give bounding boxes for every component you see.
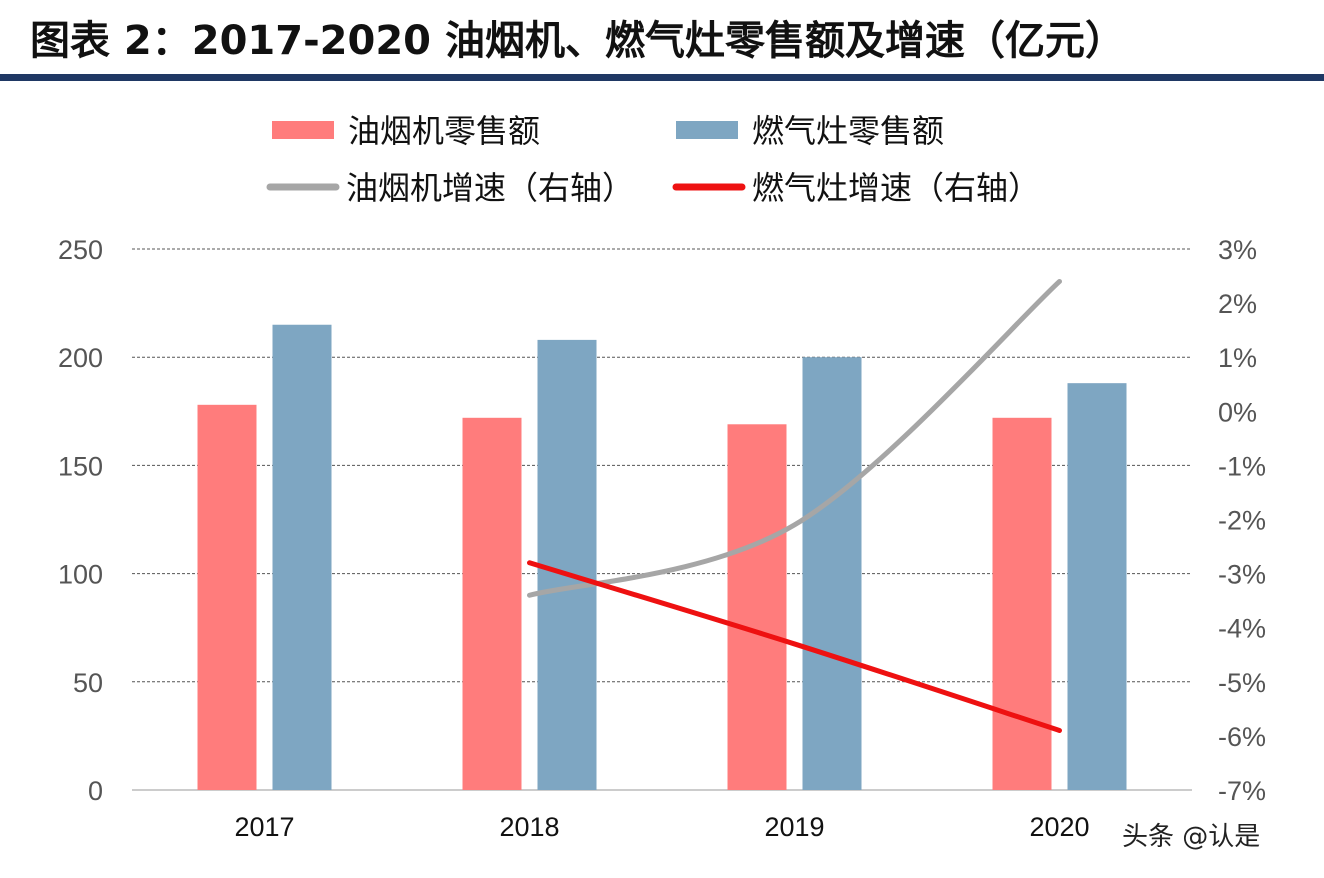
right-tick-label: -7% [1218,776,1266,806]
left-tick-label: 200 [58,343,103,373]
bar-gas-stove [537,339,597,790]
left-tick-label: 50 [73,668,103,698]
bar-gas-stove [1067,383,1127,790]
right-tick-label: -4% [1218,614,1266,644]
line-gas-stove-growth [527,560,1062,733]
x-tick-label: 2019 [764,812,824,842]
line-range-hood-growth [527,278,1062,598]
chart-title: 图表 2：2017-2020 油烟机、燃气灶零售额及增速（亿元） [30,18,1125,64]
x-tick-label: 2020 [1029,812,1089,842]
legend-label: 油烟机零售额 [348,112,540,150]
right-tick-label: -5% [1218,668,1266,698]
legend-swatch [272,121,334,139]
right-tick-label: 2% [1218,289,1257,319]
bar-range-hood [462,417,522,790]
legend-swatch [676,121,738,139]
left-tick-label: 0 [88,776,103,806]
left-tick-label: 250 [58,235,103,265]
legend-label: 油烟机增速（右轴） [346,169,634,207]
title-divider [0,74,1324,81]
x-tick-label: 2017 [234,812,294,842]
bar-range-hood [727,424,787,790]
right-tick-label: -1% [1218,451,1266,481]
right-tick-label: 1% [1218,343,1257,373]
x-tick-label: 2018 [499,812,559,842]
right-tick-label: -6% [1218,722,1266,752]
right-tick-label: -3% [1218,560,1266,590]
right-tick-label: 0% [1218,397,1257,427]
bar-gas-stove [802,357,862,790]
left-tick-label: 100 [58,560,103,590]
bar-range-hood [992,417,1052,790]
bar-gas-stove [272,324,332,790]
watermark: 头条 @认是 [1122,822,1261,852]
legend-label: 燃气灶零售额 [752,112,944,150]
left-tick-label: 150 [58,451,103,481]
right-tick-label: -2% [1218,506,1266,536]
legend-label: 燃气灶增速（右轴） [752,169,1040,207]
right-tick-label: 3% [1218,235,1257,265]
bar-range-hood [197,404,257,790]
